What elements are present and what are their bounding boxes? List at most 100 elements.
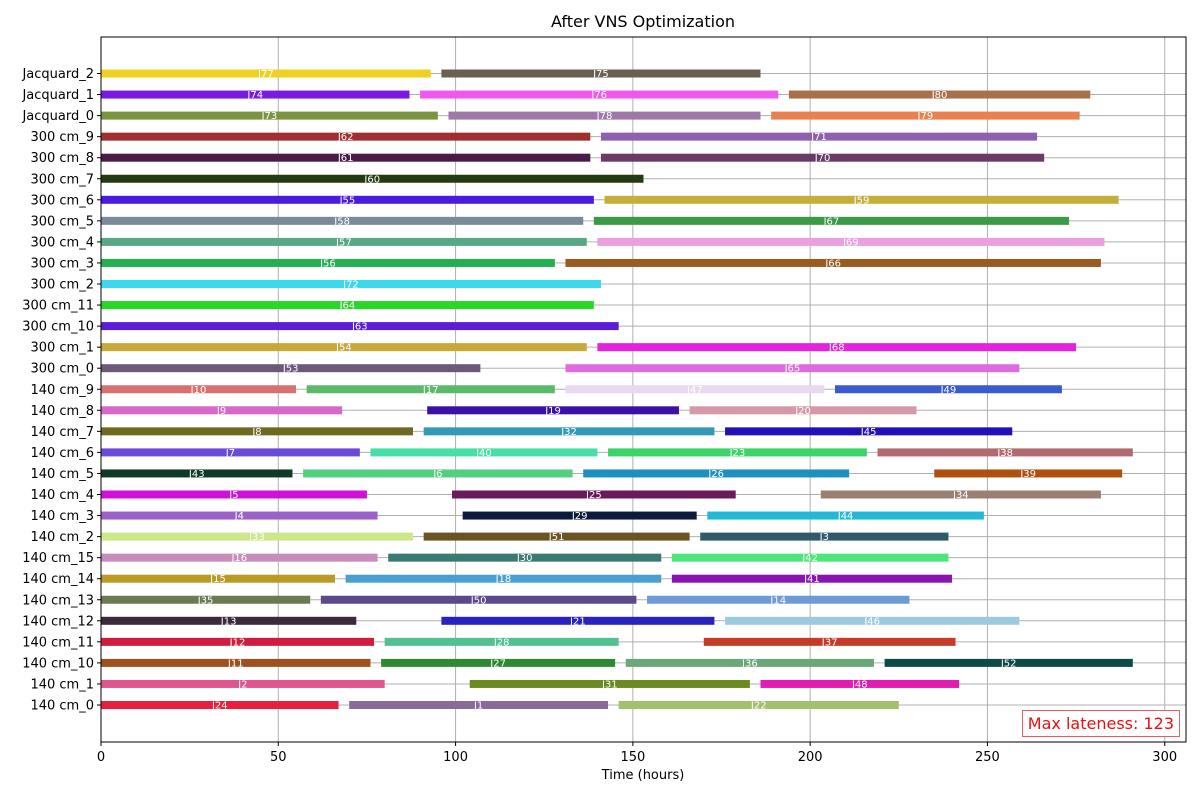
task-label: J12 [229,637,246,648]
task-label: J46 [863,616,880,627]
task-bar [934,469,1123,478]
task-bar [671,553,949,562]
y-tick-label: 140 cm_4 [30,488,94,503]
task-bar [101,280,601,288]
task-label: J45 [860,427,877,438]
task-label: J43 [188,469,205,480]
task-bar [101,616,357,625]
task-bar [725,616,1020,625]
task-label: J6 [432,469,442,480]
task-bar [320,595,637,604]
task-label: J2 [237,679,247,690]
task-label: J68 [828,343,845,354]
task-label: J8 [251,427,261,438]
task-label: J74 [246,90,263,101]
task-bar [101,153,591,162]
task-bar [101,216,584,225]
task-label: J44 [837,511,854,522]
task-bar [101,69,431,78]
task-label: J41 [803,574,820,585]
task-bar [700,532,949,541]
task-label: J31 [601,679,618,690]
x-tick-label: 0 [97,750,105,765]
task-bar [101,195,594,204]
task-bar [349,701,609,709]
task-bar [760,679,960,688]
y-tick-label: 140 cm_8 [30,404,94,419]
task-label: J35 [197,595,214,606]
task-label: J39 [1019,469,1036,480]
task-bar [448,111,761,120]
task-bar [625,658,874,667]
task-bar [565,258,1101,267]
task-bar [101,490,367,499]
task-label: J78 [596,111,613,122]
task-label: J70 [814,153,831,164]
task-bar [101,448,360,457]
y-tick-label: 140 cm_3 [30,509,94,524]
task-label: J25 [585,490,602,501]
task-bar [820,490,1101,499]
task-bar [884,658,1133,667]
task-bar [101,322,619,331]
task-label: J11 [227,658,244,669]
task-bar [101,258,555,267]
task-label: J7 [225,448,235,459]
y-tick-label: 300 cm_6 [30,193,94,208]
y-tick-label: 300 cm_9 [30,130,94,145]
task-label: J64 [339,301,356,312]
task-label: J58 [333,216,350,227]
task-bar [583,469,850,478]
task-label: J40 [475,448,492,459]
task-bar [101,469,293,478]
task-label: J24 [211,701,228,712]
task-label: J32 [560,427,577,438]
task-bar [101,532,414,541]
task-label: J62 [337,132,354,143]
task-label: J34 [952,490,969,501]
x-tick-label: 150 [620,750,645,765]
task-bar [725,427,1013,436]
task-bar [462,511,697,520]
task-bar [420,90,779,99]
y-tick-label: 140 cm_10 [22,656,94,671]
task-bar [303,469,573,478]
task-label: J21 [569,616,586,627]
task-label: J26 [707,469,724,480]
y-tick-label: 300 cm_7 [30,172,94,187]
task-label: J30 [516,553,533,564]
task-bar [788,90,1091,99]
task-bar [101,174,644,183]
task-bar [703,637,956,646]
task-bar [101,385,297,394]
task-label: J42 [801,553,818,564]
task-bar [101,132,591,141]
task-bar [707,511,984,520]
task-bar [671,574,952,583]
task-label: J76 [590,90,607,101]
y-tick-label: 300 cm_3 [30,256,94,271]
x-tick-label: 100 [443,750,468,765]
task-bar [101,637,375,646]
y-tick-label: 300 cm_11 [22,299,94,314]
task-bar [101,406,343,415]
task-label: J65 [784,364,801,375]
task-label: J23 [729,448,746,459]
task-label: J75 [592,69,609,80]
task-label: J47 [686,385,703,396]
task-label: J67 [823,216,840,227]
task-label: J27 [489,658,506,669]
x-tick-label: 50 [270,750,287,765]
task-label: J59 [853,195,870,206]
task-bar [565,385,825,394]
y-tick-label: 300 cm_10 [22,320,94,335]
task-bar [345,574,662,583]
task-label: J60 [363,174,380,185]
y-tick-label: Jacquard_0 [21,109,94,124]
y-tick-label: 140 cm_6 [30,446,94,461]
task-label: J63 [351,322,368,333]
task-bar [306,385,555,394]
task-bar [441,69,761,78]
y-tick-label: 300 cm_8 [30,151,94,166]
task-bar [469,679,750,688]
